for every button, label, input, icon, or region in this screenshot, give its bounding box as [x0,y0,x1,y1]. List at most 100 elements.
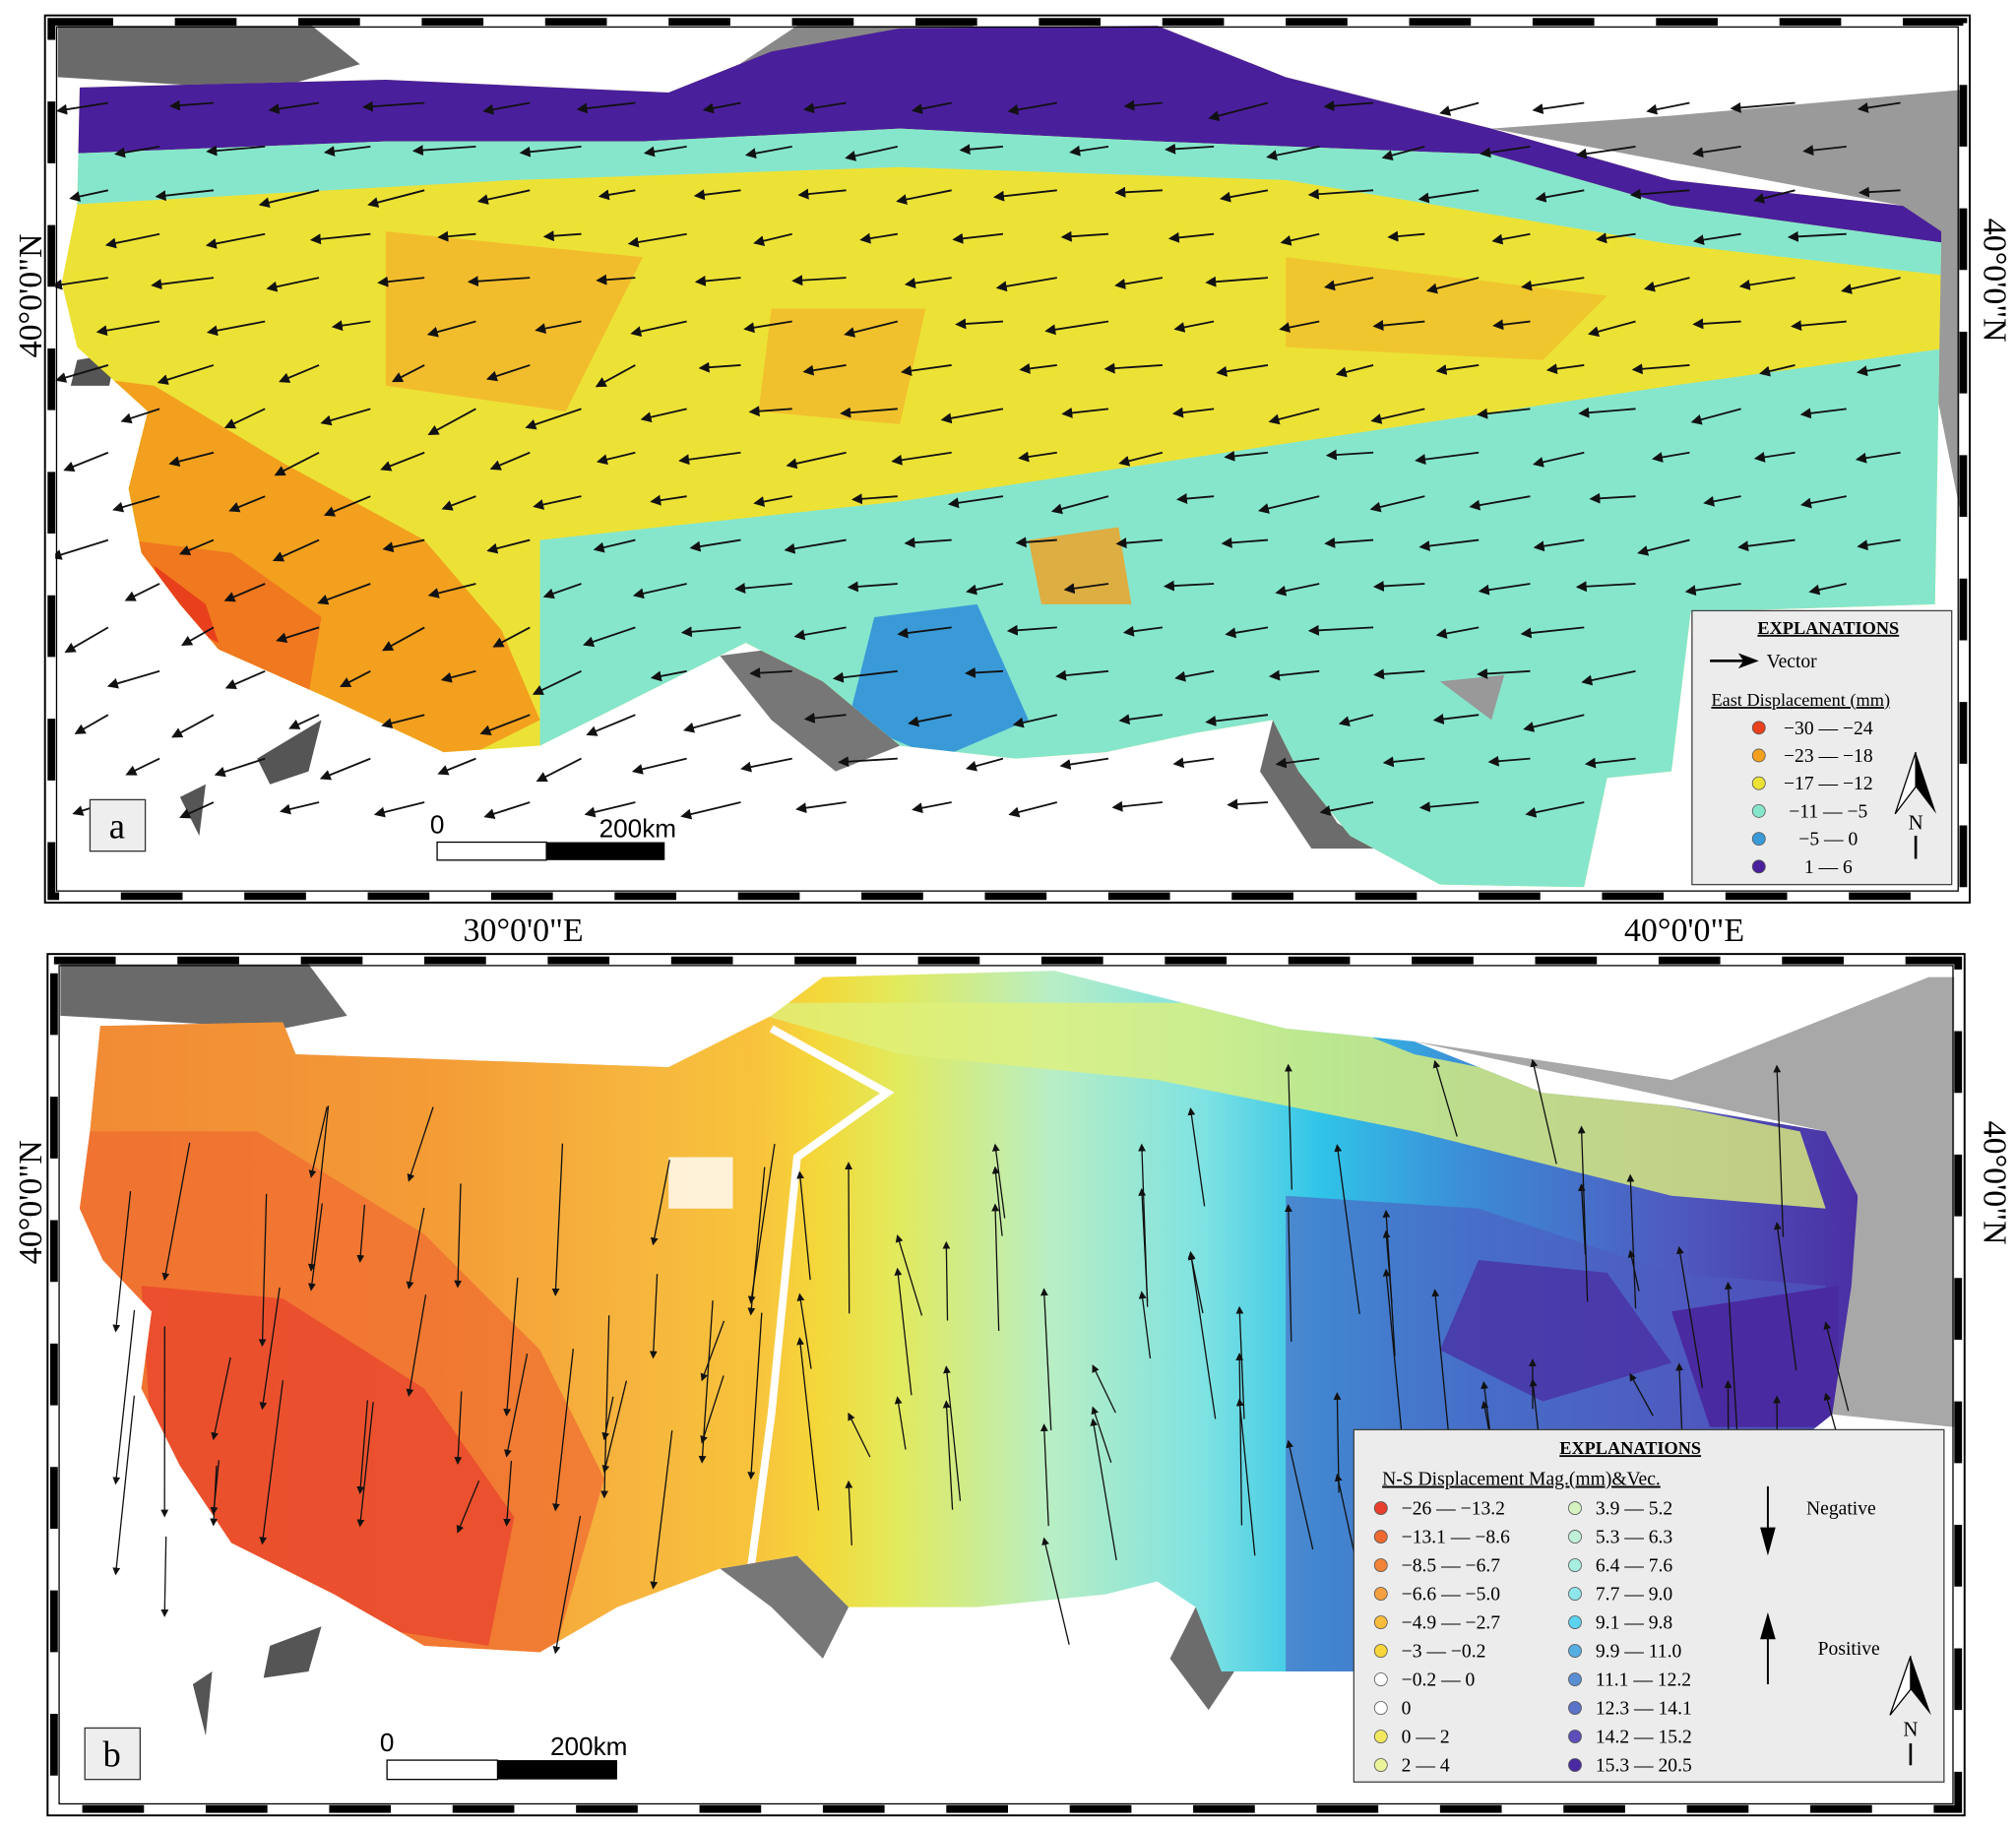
vector-arrow [489,451,531,471]
legend-swatch [1751,859,1766,874]
vector-arrow [1060,230,1109,242]
vector-arrow [748,406,792,417]
legend-swatch [1568,1701,1582,1715]
vector-arrow [211,1356,231,1441]
vector-arrow [1090,1418,1117,1560]
vector-arrow [650,494,687,506]
map-frame [58,965,1954,1805]
vector-arrow [280,801,320,815]
legend-title: EXPLANATIONS [1757,618,1899,638]
vector-arrow [1753,189,1796,204]
vector-arrow [1118,451,1164,467]
legend-item-label: 15.3 — 20.5 [1596,1756,1692,1777]
vector-arrow [377,276,425,287]
vector-arrow [1823,1321,1850,1412]
latitude-label: 40°0'0"N [13,1140,49,1264]
vector-arrow [992,189,1057,202]
vector-arrow [1581,669,1636,686]
vector-arrow [1323,100,1374,112]
vector-arrow [331,320,371,332]
vector-arrow [1324,536,1374,548]
legend-swatch [1751,776,1766,790]
vector-arrow [1266,146,1320,161]
vector-arrow [168,451,215,468]
relief-terrain [57,23,360,91]
vector-arrow [1165,143,1215,155]
vector-arrow [698,361,741,373]
vector-arrow [1799,495,1847,509]
vector-arrow [802,364,847,376]
vector-arrow [1055,669,1109,681]
vector-arrow [683,714,741,733]
map-frame [43,14,1971,904]
vector-arrow [274,451,320,476]
vector-arrow [1738,277,1796,290]
vector-arrow [482,101,531,115]
vector-arrow [1535,189,1585,203]
vector-arrow [859,232,898,244]
legend-item-label: −13.1 — −8.6 [1402,1528,1510,1548]
legend-item-label: −5 — 0 [1798,830,1858,850]
vector-arrow [784,538,847,554]
vector-arrow [1520,626,1585,639]
vector-arrow [437,230,476,242]
vector-arrow [1338,714,1374,727]
legend-b: EXPLANATIONS N-S Displacement Mag.(mm)&V… [1353,1428,1945,1783]
vector-arrow [205,232,266,249]
vector-arrow [104,232,160,249]
vector-arrow [1286,1439,1314,1550]
vector-arrow [1530,1058,1557,1165]
vector-arrow [1111,800,1163,812]
legend-swatch [1568,1672,1582,1686]
vector-arrow [214,757,266,778]
vector-arrow [1369,495,1425,513]
vector-arrow [542,583,582,599]
vector-arrow [1280,232,1320,246]
vector-arrow [847,581,898,593]
vector-arrow [702,101,741,114]
vector-arrow [112,1309,136,1485]
vector-arrow [576,101,636,114]
vector-arrow [492,626,531,648]
legend-item-label: 6.4 — 7.6 [1596,1556,1673,1577]
vector-arrow [1163,580,1215,592]
vector-arrow [1469,495,1531,511]
vector-arrow [367,189,425,208]
vector-arrow [382,626,425,652]
vector-arrow [228,495,266,513]
vector-arrow [1684,583,1741,597]
vector-arrow [519,145,582,158]
vector-arrow [1138,1143,1149,1307]
legend-title: EXPLANATIONS [1559,1438,1701,1458]
legend-swatch [1373,1587,1388,1601]
vector-arrow [454,1391,463,1465]
latitude-label: 40°0'0"N [13,233,49,357]
vector-arrow [1439,101,1480,116]
vector-arrow [503,1460,513,1527]
vector-arrow [743,320,792,334]
vector-arrow [1171,407,1215,418]
vector-arrow [440,669,476,683]
vector-arrow [995,277,1057,292]
vector-arrow [795,801,847,814]
vector-arrow [1791,320,1847,332]
panel-label: a [109,806,125,847]
vector-arrow [503,1277,519,1418]
vector-arrow [535,320,582,335]
vector-arrow [1221,536,1269,548]
vector-arrow [845,1480,853,1545]
vector-arrow [1730,101,1796,113]
island [192,1670,213,1736]
vector-arrow [1323,277,1374,291]
vector-arrow [1631,363,1690,375]
latitude-label: 40°0'0"N [1976,1121,2012,1245]
scale-bar: 0 200km [380,1728,627,1781]
vector-arrow [160,1536,169,1617]
vector-arrow [791,275,847,286]
vector-arrow [894,1267,913,1396]
vector-arrow [1307,624,1374,636]
vector-arrow [454,1183,463,1289]
legend-item-label: 0 — 2 [1402,1728,1450,1748]
vector-arrow [155,189,215,202]
vector-arrow [965,757,1004,772]
